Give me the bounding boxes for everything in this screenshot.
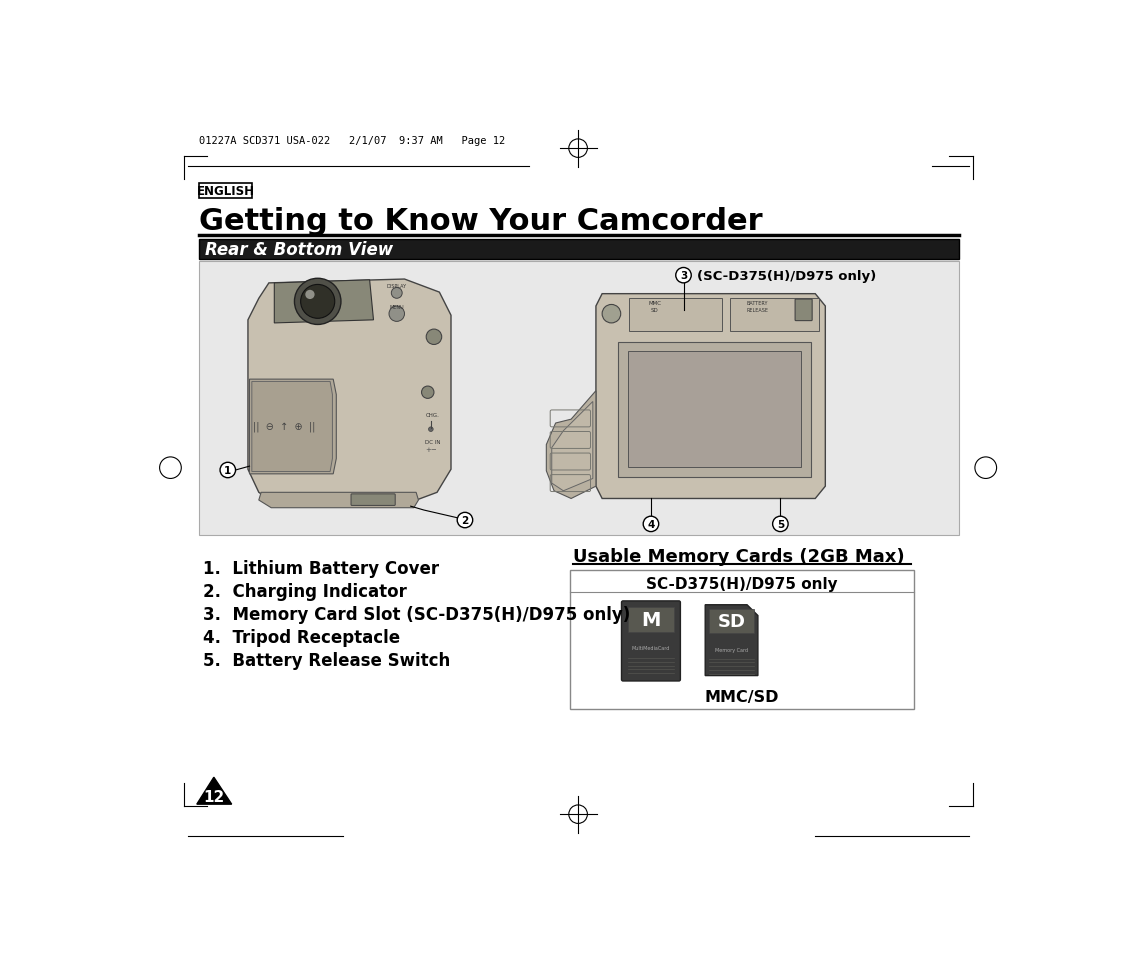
Text: 1.  Lithium Battery Cover: 1. Lithium Battery Cover (203, 559, 439, 577)
Text: Getting to Know Your Camcorder: Getting to Know Your Camcorder (200, 207, 763, 235)
Text: SD: SD (717, 612, 746, 630)
Circle shape (306, 291, 315, 300)
FancyBboxPatch shape (200, 184, 252, 199)
FancyBboxPatch shape (622, 601, 680, 681)
Text: MultiMediaCard: MultiMediaCard (632, 645, 670, 650)
Circle shape (294, 279, 341, 325)
Text: ||  ⊖  ↑  ⊕  ||: || ⊖ ↑ ⊕ || (253, 420, 316, 431)
Circle shape (676, 268, 691, 284)
Text: MMC/SD: MMC/SD (705, 689, 779, 704)
Polygon shape (705, 605, 758, 676)
FancyBboxPatch shape (629, 299, 722, 332)
FancyBboxPatch shape (730, 299, 819, 332)
Polygon shape (196, 778, 231, 804)
Text: 12: 12 (203, 789, 224, 804)
Circle shape (422, 387, 434, 399)
Text: BATTERY: BATTERY (747, 301, 768, 306)
Text: 3.  Memory Card Slot (SC-D375(H)/D975 only): 3. Memory Card Slot (SC-D375(H)/D975 onl… (203, 605, 631, 623)
Text: CHG.: CHG. (425, 413, 439, 417)
Polygon shape (546, 392, 596, 499)
Polygon shape (258, 493, 418, 508)
FancyBboxPatch shape (710, 609, 754, 634)
Circle shape (301, 285, 335, 319)
Text: 4: 4 (647, 519, 654, 529)
Text: MMC: MMC (649, 301, 661, 306)
Text: Rear & Bottom View: Rear & Bottom View (205, 241, 394, 258)
Polygon shape (274, 280, 373, 324)
FancyBboxPatch shape (627, 607, 675, 632)
Circle shape (429, 428, 433, 432)
FancyBboxPatch shape (618, 343, 811, 477)
Text: (SC-D375(H)/D975 only): (SC-D375(H)/D975 only) (697, 270, 876, 282)
Polygon shape (252, 382, 333, 472)
Circle shape (602, 305, 620, 324)
FancyBboxPatch shape (628, 352, 801, 467)
Circle shape (643, 517, 659, 532)
Circle shape (220, 463, 236, 478)
Polygon shape (248, 280, 451, 507)
Text: DISPLAY: DISPLAY (387, 284, 407, 289)
FancyBboxPatch shape (200, 262, 959, 535)
Text: MENU: MENU (389, 305, 404, 310)
Text: Usable Memory Cards (2GB Max): Usable Memory Cards (2GB Max) (573, 547, 905, 565)
Text: M: M (641, 610, 661, 629)
Circle shape (457, 513, 473, 528)
Text: 5: 5 (777, 519, 784, 529)
Polygon shape (249, 379, 336, 475)
FancyBboxPatch shape (570, 571, 915, 709)
Text: ENGLISH: ENGLISH (196, 185, 255, 198)
Text: Memory Card: Memory Card (715, 647, 748, 652)
Polygon shape (596, 294, 826, 499)
FancyBboxPatch shape (351, 495, 395, 506)
Text: 2: 2 (461, 516, 468, 525)
FancyBboxPatch shape (795, 300, 812, 321)
Text: 3: 3 (680, 271, 687, 281)
Text: +−: +− (425, 446, 437, 453)
FancyBboxPatch shape (200, 240, 959, 260)
Text: SC-D375(H)/D975 only: SC-D375(H)/D975 only (646, 576, 838, 591)
Circle shape (773, 517, 788, 532)
Circle shape (389, 307, 405, 322)
Polygon shape (552, 402, 593, 491)
Circle shape (426, 330, 442, 345)
Text: 2.  Charging Indicator: 2. Charging Indicator (203, 582, 407, 600)
Text: 5.  Battery Release Switch: 5. Battery Release Switch (203, 651, 450, 669)
Text: DC IN: DC IN (424, 439, 440, 444)
Text: 4.  Tripod Receptacle: 4. Tripod Receptacle (203, 628, 400, 646)
Text: 1: 1 (224, 465, 231, 476)
Text: 01227A SCD371 USA-022   2/1/07  9:37 AM   Page 12: 01227A SCD371 USA-022 2/1/07 9:37 AM Pag… (200, 136, 505, 146)
Text: RELEASE: RELEASE (746, 308, 768, 313)
Text: SD: SD (651, 308, 659, 313)
Circle shape (391, 288, 403, 299)
